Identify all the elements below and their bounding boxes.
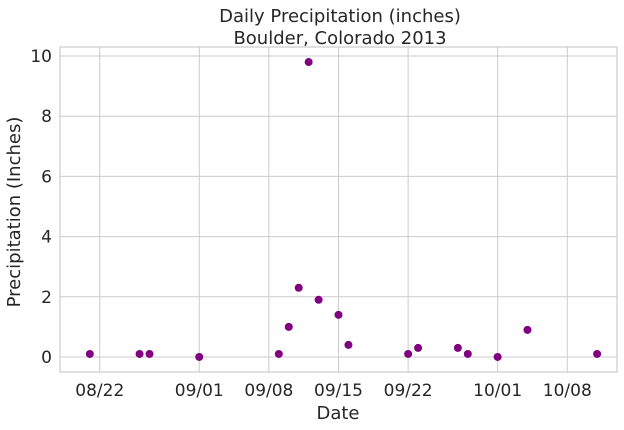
x-tick-label: 09/08 — [244, 381, 293, 401]
data-point — [344, 340, 353, 349]
y-tick-label: 0 — [41, 348, 52, 368]
data-point — [314, 295, 323, 304]
y-tick-label: 6 — [41, 167, 52, 187]
data-point — [145, 349, 154, 358]
x-tick-label: 09/15 — [314, 381, 363, 401]
data-points — [85, 58, 602, 361]
y-axis-label: Precipitation (Inches) — [4, 117, 25, 308]
y-tick-label: 8 — [41, 107, 52, 127]
data-point — [523, 325, 532, 334]
data-point — [463, 349, 472, 358]
x-tick-labels: 08/22 09/01 09/08 09/15 09/22 10/01 10/08 — [75, 381, 591, 401]
data-point — [195, 352, 204, 361]
chart-subtitle: Boulder, Colorado 2013 — [233, 28, 446, 49]
data-point — [593, 349, 602, 358]
data-point — [414, 343, 423, 352]
data-point — [404, 349, 413, 358]
x-tick-label: 10/01 — [473, 381, 522, 401]
plot-frame — [59, 46, 618, 373]
x-tick-label: 09/01 — [175, 381, 224, 401]
y-tick-label: 4 — [41, 228, 52, 248]
data-point — [493, 352, 502, 361]
data-point — [453, 343, 462, 352]
x-tick-label: 09/22 — [384, 381, 433, 401]
x-tick-label: 08/22 — [75, 381, 124, 401]
y-tick-label: 10 — [30, 47, 52, 67]
data-point — [294, 283, 303, 292]
y-tick-labels: 0 2 4 6 8 10 — [30, 47, 52, 368]
x-tick-label: 10/08 — [543, 381, 592, 401]
data-point — [274, 349, 283, 358]
data-point — [334, 310, 343, 319]
chart-title: Daily Precipitation (inches) — [219, 6, 461, 27]
grid — [60, 47, 617, 372]
x-axis-label: Date — [316, 403, 359, 424]
data-point — [135, 349, 144, 358]
data-point — [304, 58, 313, 67]
data-point — [284, 322, 293, 331]
y-tick-label: 2 — [41, 288, 52, 308]
data-point — [85, 349, 94, 358]
